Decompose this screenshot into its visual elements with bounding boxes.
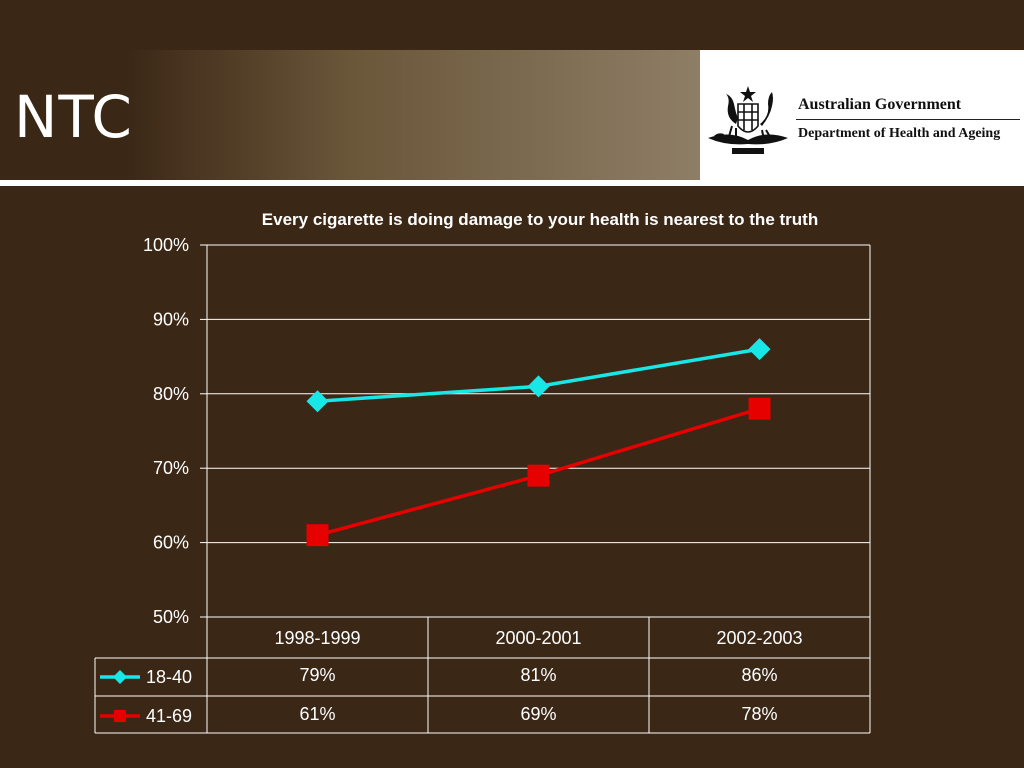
y-tick-label: 70% [153, 458, 189, 478]
x-category-label: 2002-2003 [716, 628, 802, 648]
table-value-18-40: 79% [299, 665, 335, 685]
table-value-18-40: 86% [741, 665, 777, 685]
y-tick-label: 60% [153, 533, 189, 553]
data-point-41-69 [306, 524, 329, 547]
government-name: Australian Government [798, 96, 962, 113]
legend-marker-18-40 [113, 670, 127, 684]
government-logo: Australian Government Department of Heal… [700, 50, 1024, 182]
x-category-label: 2000-2001 [495, 628, 581, 648]
legend-label-41-69: 41-69 [146, 706, 192, 726]
logo-divider [796, 119, 1020, 120]
header-divider [0, 180, 1024, 186]
slide-title: NTC [14, 83, 133, 151]
data-point-18-40 [748, 338, 771, 361]
table-value-41-69: 61% [299, 704, 335, 724]
chart-title: Every cigarette is doing damage to your … [261, 210, 819, 229]
y-tick-label: 80% [153, 384, 189, 404]
data-point-18-40 [306, 390, 329, 413]
data-point-18-40 [527, 375, 550, 398]
legend-label-18-40: 18-40 [146, 667, 192, 687]
y-tick-label: 100% [143, 235, 189, 255]
table-value-41-69: 78% [741, 704, 777, 724]
data-point-41-69 [748, 397, 771, 420]
y-tick-label: 50% [153, 607, 189, 627]
table-value-18-40: 81% [520, 665, 556, 685]
legend-marker-41-69 [114, 710, 126, 722]
data-point-41-69 [527, 464, 550, 487]
table-value-41-69: 69% [520, 704, 556, 724]
department-name: Department of Health and Ageing [798, 126, 1001, 141]
header-band [0, 50, 700, 180]
x-category-label: 1998-1999 [274, 628, 360, 648]
coat-of-arms-icon [708, 86, 788, 154]
y-tick-label: 90% [153, 309, 189, 329]
